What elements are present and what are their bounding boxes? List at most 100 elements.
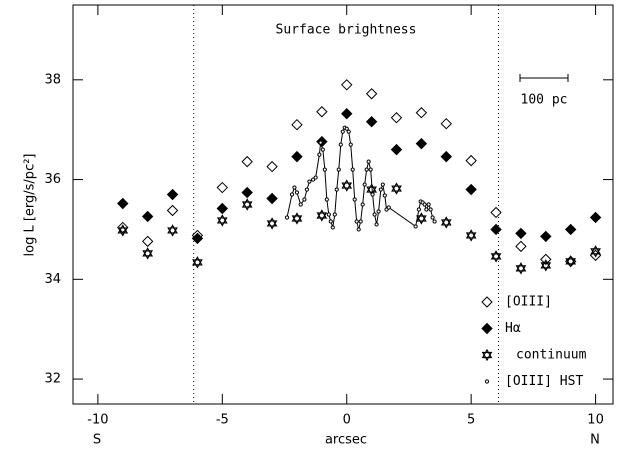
point — [440, 117, 452, 130]
y-tick-label: 38 — [44, 72, 61, 87]
legend-marker — [481, 348, 493, 362]
point — [166, 188, 179, 201]
y-tick-label: 34 — [44, 272, 61, 287]
point — [141, 235, 154, 248]
point — [515, 240, 527, 253]
point — [192, 256, 203, 269]
point — [354, 219, 359, 224]
legend-label: [OIII] — [505, 295, 552, 310]
point — [415, 107, 428, 119]
point — [348, 142, 353, 147]
point — [378, 187, 383, 192]
point — [117, 224, 129, 237]
point — [141, 210, 154, 223]
x-axis-label: arcsec — [325, 433, 367, 448]
point — [266, 192, 278, 205]
point — [540, 230, 552, 243]
point — [358, 219, 363, 224]
point — [440, 150, 452, 163]
point — [341, 108, 353, 120]
x-left-label: S — [93, 433, 101, 448]
point — [440, 216, 452, 229]
point — [166, 204, 179, 217]
point — [330, 225, 335, 230]
point — [313, 175, 318, 180]
point — [316, 106, 328, 118]
line — [286, 127, 436, 230]
point — [589, 211, 602, 224]
point — [341, 179, 353, 192]
point — [415, 137, 428, 150]
point — [372, 212, 377, 217]
point — [465, 154, 477, 167]
point — [364, 167, 369, 172]
point — [292, 185, 297, 190]
point — [336, 167, 341, 172]
point — [590, 245, 601, 258]
point — [307, 179, 312, 184]
point — [266, 217, 278, 230]
point — [191, 232, 204, 245]
point — [390, 112, 403, 124]
point — [340, 129, 345, 134]
point — [338, 142, 343, 147]
point — [352, 197, 357, 202]
point — [515, 262, 527, 275]
point — [334, 187, 339, 192]
point — [365, 115, 378, 128]
point — [324, 197, 329, 202]
point — [322, 167, 327, 172]
point — [216, 181, 229, 194]
point — [328, 219, 333, 224]
point — [266, 160, 278, 173]
point — [370, 192, 375, 197]
chart-title: Surface brightness — [276, 23, 417, 38]
legend-marker — [481, 322, 493, 335]
point — [326, 212, 331, 217]
point — [317, 152, 322, 157]
x-tick-label: 0 — [343, 413, 351, 428]
plot-frame — [72, 4, 614, 405]
point — [424, 207, 429, 212]
point — [241, 186, 253, 199]
point — [142, 247, 154, 260]
point — [565, 255, 577, 268]
point — [294, 190, 300, 195]
legend-label: continuum — [516, 348, 587, 363]
point — [490, 250, 502, 263]
point — [360, 202, 365, 207]
legend-marker — [481, 296, 493, 308]
point — [432, 219, 437, 224]
point — [382, 193, 387, 198]
scale-bar-label: 100 pc — [521, 93, 568, 108]
point — [320, 147, 325, 152]
point — [515, 227, 527, 240]
x-right-label: N — [590, 433, 600, 448]
point — [316, 209, 328, 222]
point — [291, 118, 303, 131]
point — [428, 207, 433, 212]
point — [365, 88, 378, 100]
point — [298, 202, 303, 207]
point — [167, 224, 178, 237]
y-tick-label: 32 — [44, 372, 61, 387]
point — [564, 223, 577, 236]
point — [289, 192, 295, 197]
point — [117, 197, 129, 210]
point — [241, 155, 253, 168]
point — [346, 129, 351, 134]
point — [422, 202, 427, 207]
point — [344, 126, 349, 131]
point — [291, 150, 303, 163]
point — [374, 222, 379, 227]
point — [368, 167, 373, 172]
point — [291, 212, 303, 225]
point — [465, 183, 477, 196]
legend-label: Hα — [505, 321, 521, 336]
legend-marker — [484, 379, 490, 384]
point — [356, 227, 361, 232]
point — [386, 205, 391, 210]
point — [366, 159, 371, 164]
point — [390, 143, 403, 156]
